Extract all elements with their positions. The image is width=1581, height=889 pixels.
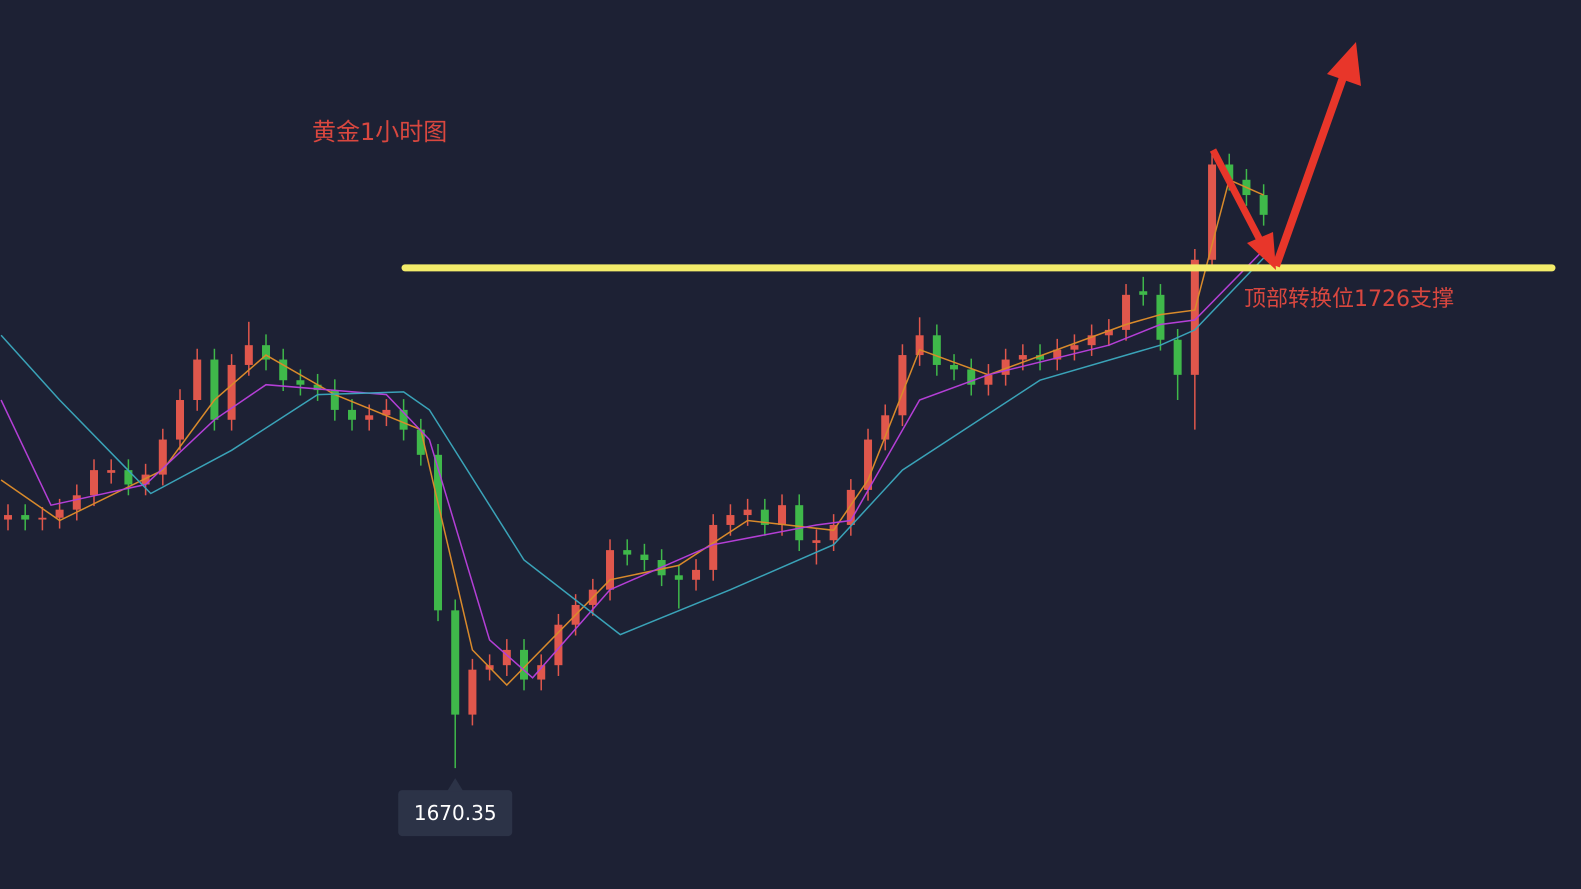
candle-body [1259,195,1268,215]
arrow-up [1272,42,1361,268]
candle-body [795,505,804,541]
candle-body [279,359,288,381]
candle-body [451,610,460,715]
arrow-head [1327,42,1361,86]
moving-average [0,257,1265,636]
candle-body [313,384,322,391]
candle-body [330,390,339,410]
candle-body [158,439,167,475]
moving-average [0,249,1265,679]
candle-body [382,409,391,416]
candle-body [760,509,769,525]
candle-body [709,524,718,570]
arrow-down [1209,148,1276,270]
candle-body [193,359,202,401]
candle-body [950,364,959,370]
arrow-head [1247,232,1276,270]
candle-body [829,524,838,541]
candle-body [812,540,821,543]
candle-body [502,649,511,666]
candle-body [434,454,443,611]
low-label-text: 1670.35 [414,801,497,825]
candle-body [1225,164,1234,180]
candle-body [399,409,408,430]
candle-body [296,380,305,385]
candle-body [365,415,374,420]
candle-body [227,364,236,420]
candle-body [726,515,735,525]
candle-body [623,550,632,555]
candle-body [1053,349,1062,360]
candle-body [743,509,752,516]
low-label-pointer [447,778,464,792]
candle-body [932,335,941,365]
candle-body [416,429,425,455]
candle-body [692,569,701,580]
arrow-shaft [1209,148,1266,246]
candle-body [124,470,133,485]
moving-average [0,178,1264,687]
candle-body [1156,294,1165,340]
candle-body [1070,345,1079,350]
candle-body [674,575,683,580]
candle-body [1018,355,1027,360]
marks [0,151,1556,769]
candle-body [244,345,253,365]
candle-body [1036,355,1045,360]
chart-title: 黄金1小时图 [312,118,447,146]
candle-body [537,665,546,680]
candle-body [176,400,185,440]
candle-body [778,505,787,525]
candle-body [3,515,12,520]
candle-body [107,470,116,473]
candle-body [967,369,976,385]
candle-body [141,474,150,485]
candle-body [846,489,855,525]
candle-body [1208,164,1217,260]
candle-body [1122,294,1131,330]
candle-body [640,554,649,561]
candle-body [1087,335,1096,346]
candle-body [606,550,615,590]
candle-body [72,495,81,510]
low-label-box [398,790,513,837]
candle-body [984,374,993,385]
annotation: 顶部转换位1726支撑 [1244,287,1454,312]
candle-body [55,509,64,518]
arrow-shaft [1272,70,1349,268]
candle-body [1104,329,1113,336]
candle-body [38,517,47,520]
candle-body [468,669,477,715]
candle-body [348,409,357,420]
candle-body [1139,291,1148,295]
candle-body [864,439,873,490]
candle-body [210,359,219,420]
candle-body [21,515,30,520]
candle-body [90,470,99,496]
candle-body [554,624,563,666]
low-label: 1670.35 [398,778,513,837]
candle-body [881,415,890,440]
candle-body [898,355,907,416]
candle-body [1001,359,1010,375]
candle-body [262,345,271,360]
candle-body [915,335,924,356]
candle-body [1173,339,1182,375]
candle-body [1190,259,1199,375]
candle-body [520,649,529,680]
